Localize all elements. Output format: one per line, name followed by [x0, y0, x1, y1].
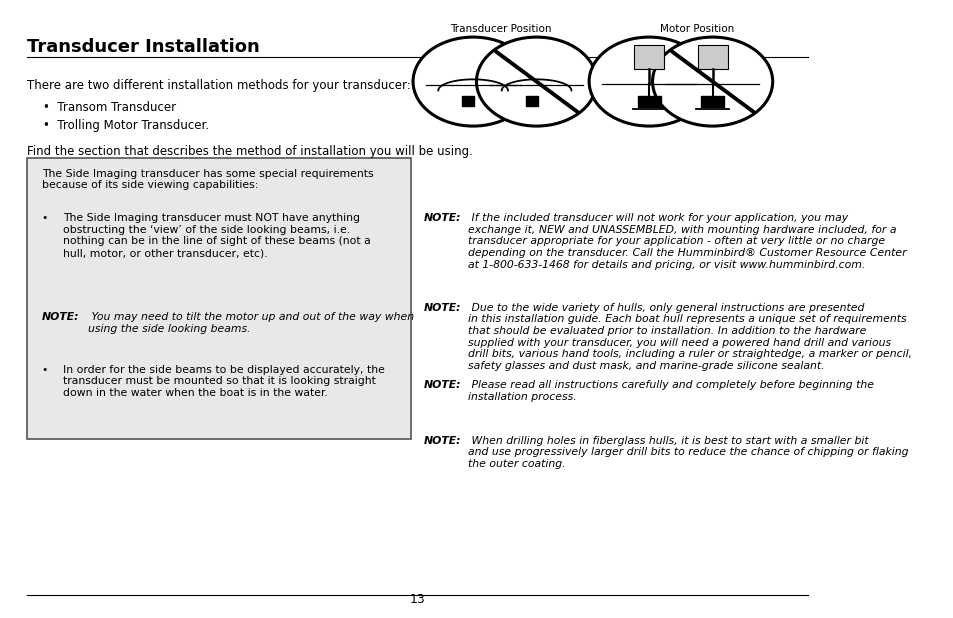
FancyBboxPatch shape: [637, 96, 660, 108]
Text: The Side Imaging transducer must NOT have anything
obstructing the ‘view’ of the: The Side Imaging transducer must NOT hav…: [63, 213, 370, 258]
Text: NOTE:: NOTE:: [423, 380, 461, 390]
Text: •: •: [42, 213, 48, 223]
Text: If the included transducer will not work for your application, you may
exchange : If the included transducer will not work…: [468, 213, 905, 269]
Text: 13: 13: [409, 593, 425, 606]
Text: •  Trolling Motor Transducer.: • Trolling Motor Transducer.: [43, 119, 210, 132]
Text: Transducer Installation: Transducer Installation: [27, 38, 259, 56]
Text: Transducer Position: Transducer Position: [450, 24, 551, 34]
Text: You may need to tilt the motor up and out of the way when
using the side looking: You may need to tilt the motor up and ou…: [88, 312, 414, 334]
Text: Please read all instructions carefully and completely before beginning the
insta: Please read all instructions carefully a…: [468, 380, 873, 402]
Text: •: •: [42, 365, 48, 375]
Circle shape: [652, 37, 772, 126]
FancyBboxPatch shape: [700, 96, 723, 108]
FancyBboxPatch shape: [525, 96, 537, 106]
Text: Motor Position: Motor Position: [659, 24, 733, 34]
Text: Find the section that describes the method of installation you will be using.: Find the section that describes the meth…: [27, 145, 472, 158]
FancyBboxPatch shape: [697, 45, 727, 69]
FancyBboxPatch shape: [634, 45, 663, 69]
Text: •  Transom Transducer: • Transom Transducer: [43, 101, 176, 114]
Text: NOTE:: NOTE:: [423, 213, 461, 223]
Text: NOTE:: NOTE:: [42, 312, 79, 322]
FancyBboxPatch shape: [462, 96, 474, 106]
Text: NOTE:: NOTE:: [423, 303, 461, 313]
Text: When drilling holes in fiberglass hulls, it is best to start with a smaller bit
: When drilling holes in fiberglass hulls,…: [468, 436, 907, 469]
Text: There are two different installation methods for your transducer:: There are two different installation met…: [27, 79, 410, 92]
Text: Due to the wide variety of hulls, only general instructions are presented
in thi: Due to the wide variety of hulls, only g…: [468, 303, 911, 371]
Circle shape: [589, 37, 708, 126]
Text: In order for the side beams to be displayed accurately, the
transducer must be m: In order for the side beams to be displa…: [63, 365, 384, 398]
Text: The Side Imaging transducer has some special requirements
because of its side vi: The Side Imaging transducer has some spe…: [42, 169, 373, 190]
Circle shape: [476, 37, 596, 126]
Circle shape: [413, 37, 533, 126]
FancyBboxPatch shape: [27, 158, 410, 439]
Text: NOTE:: NOTE:: [423, 436, 461, 446]
